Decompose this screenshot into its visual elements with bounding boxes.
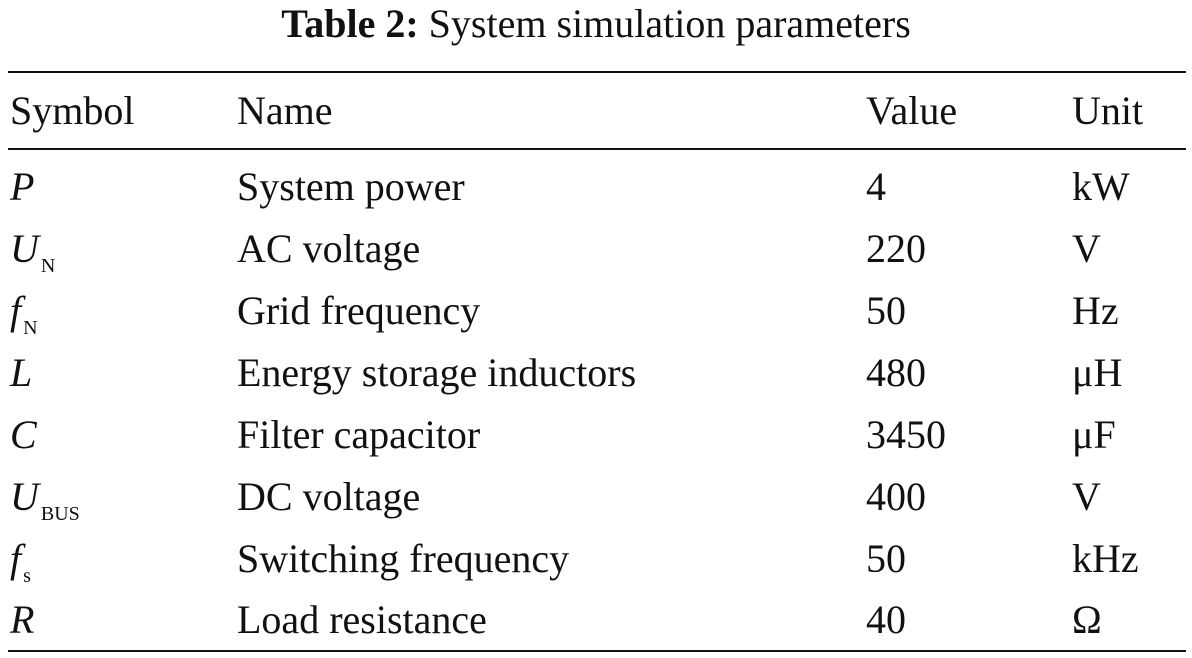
table-header-rule: [8, 148, 1186, 150]
row-value: 4: [866, 164, 886, 209]
header-symbol: Symbol: [10, 88, 135, 133]
symbol-base: C: [10, 412, 37, 457]
symbol-base: L: [10, 350, 33, 395]
row-name: Filter capacitor: [237, 412, 481, 457]
row-value: 40: [866, 597, 906, 642]
row-symbol: U BUS: [10, 466, 80, 535]
symbol-base: R: [10, 597, 35, 642]
symbol-base: U: [10, 474, 39, 519]
row-name: Load resistance: [237, 597, 487, 642]
row-symbol: C: [10, 404, 39, 473]
row-name: System power: [237, 164, 465, 209]
row-name: Energy storage inductors: [237, 350, 637, 395]
row-value: 50: [866, 536, 906, 581]
row-name: Grid frequency: [237, 288, 481, 333]
row-name: Switching frequency: [237, 536, 570, 581]
table-row: U BUS DC voltage 400 V: [0, 466, 1192, 528]
symbol-base: P: [10, 164, 35, 209]
row-unit: kW: [1072, 164, 1130, 209]
row-value: 480: [866, 350, 926, 395]
table-caption-label: Table 2:: [281, 1, 419, 46]
table-row: C Filter capacitor 3450 μF: [0, 404, 1192, 466]
row-name: DC voltage: [237, 474, 421, 519]
table-bottom-rule: [8, 650, 1186, 652]
table-header-row: Symbol Name Value Unit: [0, 80, 1192, 142]
table-caption-title: System simulation parameters: [428, 1, 911, 46]
row-value: 220: [866, 226, 926, 271]
header-unit: Unit: [1072, 88, 1144, 133]
row-unit: μF: [1072, 412, 1116, 457]
symbol-subscript: N: [40, 255, 56, 277]
symbol-subscript: s: [23, 565, 31, 587]
row-symbol: P: [10, 156, 36, 225]
table-row: R Load resistance 40 Ω: [0, 589, 1192, 651]
row-value: 50: [866, 288, 906, 333]
header-name: Name: [237, 88, 333, 133]
row-unit: μH: [1072, 350, 1123, 395]
symbol-base: f: [10, 536, 22, 581]
table-row: P System power 4 kW: [0, 156, 1192, 218]
symbol-base: U: [10, 226, 39, 271]
table-top-rule: [8, 71, 1186, 73]
row-value: 3450: [866, 412, 946, 457]
table-caption: Table 2: System simulation parameters: [0, 0, 1192, 48]
header-value: Value: [866, 88, 958, 133]
row-unit: kHz: [1072, 536, 1139, 581]
row-unit: Hz: [1072, 288, 1119, 333]
row-unit: V: [1072, 226, 1101, 271]
row-symbol: L: [10, 342, 34, 411]
symbol-subscript: BUS: [40, 503, 80, 525]
symbol-base: f: [10, 288, 22, 333]
symbol-subscript: N: [23, 317, 38, 339]
row-unit: V: [1072, 474, 1101, 519]
row-name: AC voltage: [237, 226, 421, 271]
row-value: 400: [866, 474, 926, 519]
row-symbol: R: [10, 589, 36, 658]
table-row: L Energy storage inductors 480 μH: [0, 342, 1192, 404]
row-unit: Ω: [1072, 597, 1102, 642]
